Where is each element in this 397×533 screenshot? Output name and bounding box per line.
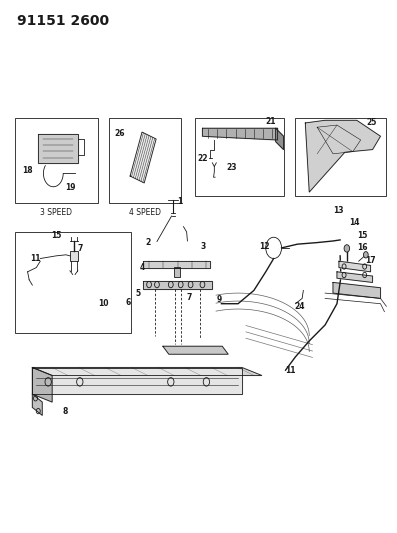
Polygon shape [32,368,242,394]
Text: 2: 2 [145,238,150,247]
Polygon shape [276,128,283,150]
Text: 4: 4 [140,263,145,272]
Polygon shape [143,281,212,289]
Text: 5: 5 [135,288,141,297]
Text: 12: 12 [259,243,270,252]
Polygon shape [305,120,380,192]
Text: 16: 16 [357,244,367,253]
Polygon shape [32,394,42,415]
Text: 23: 23 [226,163,237,172]
Polygon shape [130,132,156,183]
Text: 21: 21 [265,117,276,126]
Text: 15: 15 [357,231,367,240]
Text: 22: 22 [197,154,208,163]
Text: 19: 19 [65,183,75,192]
Text: 26: 26 [115,129,125,138]
Polygon shape [333,282,380,298]
Polygon shape [32,368,52,402]
Text: 10: 10 [98,299,108,308]
Text: 11: 11 [285,366,296,375]
Bar [15,232,131,333]
Text: 11: 11 [30,254,41,263]
Text: 24: 24 [295,302,305,311]
Text: 25: 25 [366,118,377,127]
Bar [15,118,98,203]
Text: 9: 9 [216,295,222,304]
Text: 13: 13 [333,206,343,215]
Text: 18: 18 [22,166,32,175]
Circle shape [364,252,368,258]
Polygon shape [143,261,210,268]
Bar [195,118,283,196]
Circle shape [344,245,350,252]
Polygon shape [337,272,372,282]
Text: 3 SPEED: 3 SPEED [40,208,72,217]
Polygon shape [202,128,278,140]
Polygon shape [163,346,228,354]
Text: 14: 14 [349,218,359,227]
Bar [174,266,179,277]
Text: 91151 2600: 91151 2600 [17,14,109,28]
Text: 8: 8 [62,407,67,416]
Bar [110,118,181,203]
Polygon shape [38,134,78,163]
Text: 3: 3 [200,243,206,252]
Text: 15: 15 [51,231,62,240]
Text: 6: 6 [126,298,131,307]
Text: 1: 1 [177,197,182,206]
Text: 17: 17 [365,256,375,264]
Text: 4 SPEED: 4 SPEED [129,208,161,217]
Bar [295,118,386,196]
Text: 7: 7 [77,244,83,253]
Polygon shape [32,368,262,375]
Bar [70,251,78,261]
Polygon shape [339,261,370,272]
Text: 7: 7 [187,293,192,302]
